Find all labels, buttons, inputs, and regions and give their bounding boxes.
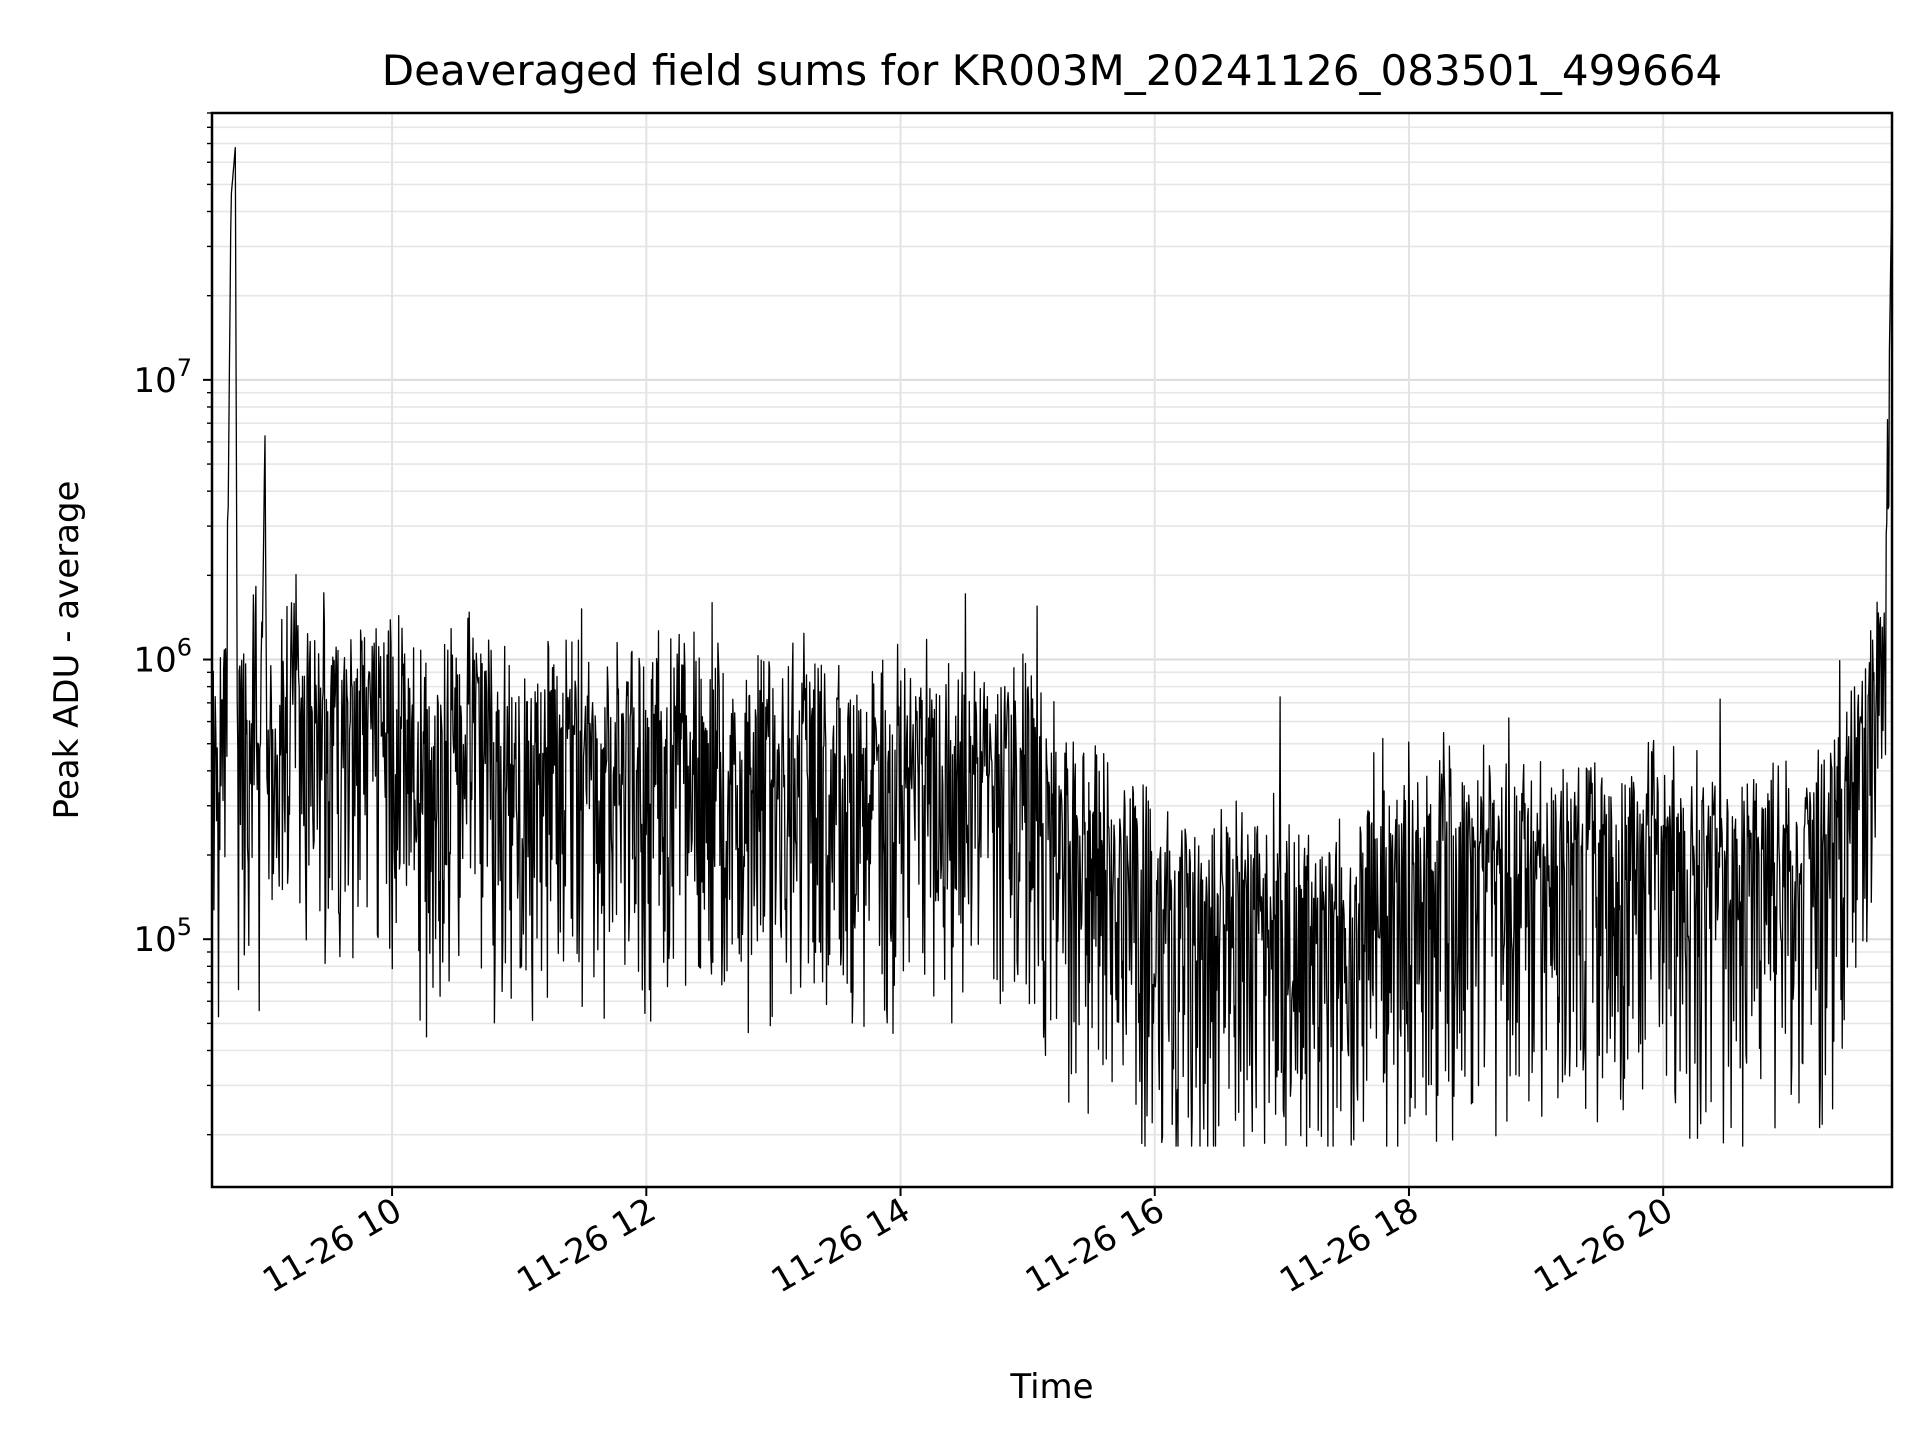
chart-title: Deaveraged field sums for KR003M_2024112… — [382, 46, 1722, 95]
y-tick-base: 10 — [133, 920, 176, 960]
y-tick-label: 105 — [133, 913, 192, 960]
y-tick-exponent: 6 — [177, 634, 192, 662]
y-tick-base: 10 — [133, 641, 176, 681]
series-layer — [211, 146, 1893, 1147]
y-tick-exponent: 7 — [177, 354, 192, 382]
y-tick-base: 10 — [133, 361, 176, 401]
y-tick-label: 106 — [133, 634, 192, 681]
y-tick-label: 107 — [133, 354, 192, 401]
y-tick-exponent: 5 — [177, 913, 192, 941]
series-line — [211, 146, 1893, 1147]
plot-frame — [210, 111, 1894, 1189]
x-axis-title: Time — [1009, 1367, 1093, 1407]
y-axis-title: Peak ADU - average — [47, 481, 87, 820]
